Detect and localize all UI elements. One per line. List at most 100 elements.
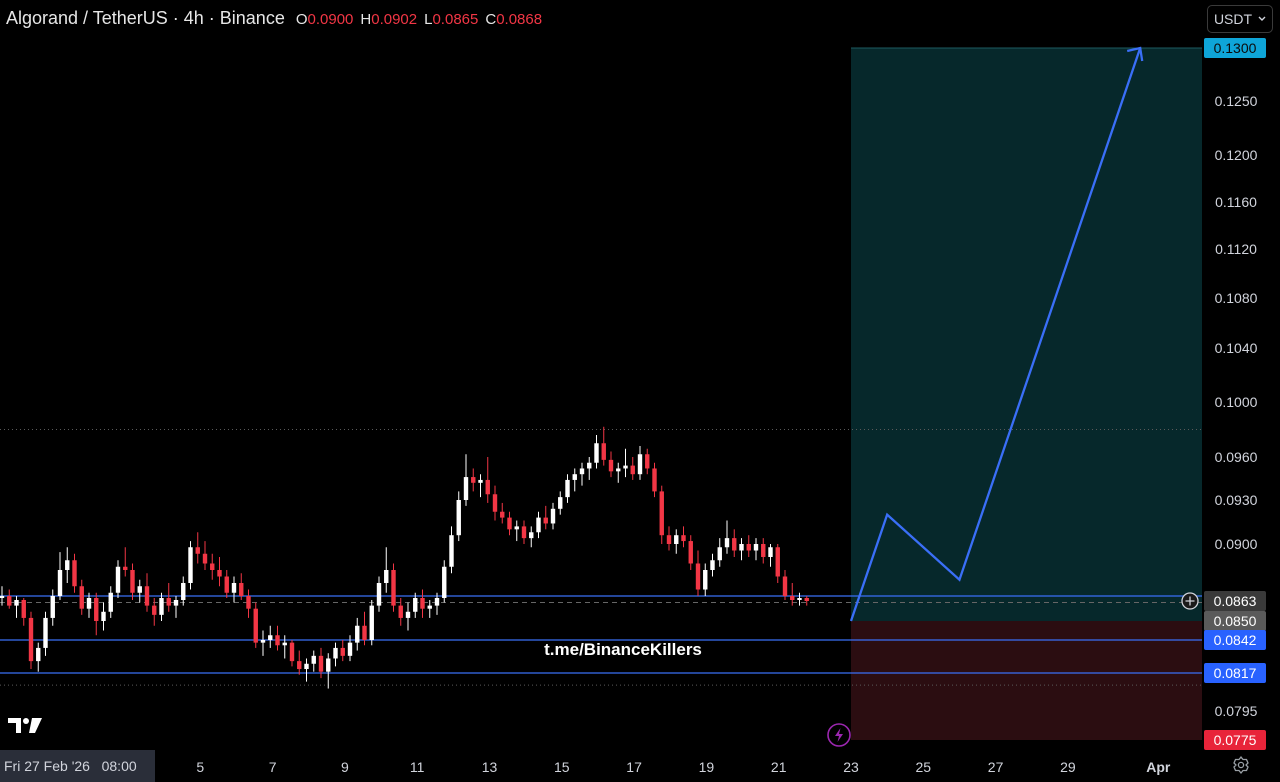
candle-body [630, 465, 635, 475]
candle-body [72, 560, 77, 587]
candle-body [289, 642, 295, 662]
candle-body [275, 635, 280, 646]
price-tag-text-level-1: 0.0842 [1214, 632, 1257, 648]
candle-body [659, 491, 664, 536]
candle-body [376, 583, 382, 606]
price-tag-target [1204, 38, 1266, 58]
candle-body [434, 598, 440, 606]
candle-body [94, 598, 99, 621]
candle-body [507, 517, 512, 530]
candle-body [652, 468, 657, 492]
add-alert-button[interactable] [1180, 591, 1200, 611]
candle-body [130, 570, 135, 593]
candle-body [471, 477, 476, 483]
ohlc-low-value: 0.0865 [432, 11, 479, 28]
candle-body [558, 497, 563, 509]
price-tag-text-level-2: 0.0817 [1214, 665, 1257, 681]
price-tick-label: 0.1000 [1215, 394, 1258, 410]
time-tick-label: 17 [626, 759, 642, 775]
candle-body [594, 443, 599, 463]
price-tick-label: 0.1160 [1215, 194, 1257, 210]
gear-icon[interactable] [1231, 755, 1251, 775]
candle-body [43, 617, 48, 648]
time-tick-label: 27 [988, 759, 1004, 775]
candle-body [391, 570, 396, 606]
ohlc-high-value: 0.0902 [371, 11, 418, 28]
candle-body [14, 600, 19, 606]
currency-dropdown[interactable]: USDT [1207, 5, 1273, 33]
candle-body [355, 625, 360, 643]
chevron-down-icon [1258, 16, 1266, 21]
candle-body [478, 479, 483, 483]
lightning-icon[interactable] [827, 723, 851, 747]
candle-body [761, 544, 766, 557]
candle-body [297, 661, 302, 670]
price-tick-label: 0.1120 [1215, 241, 1257, 257]
crosshair-date-label: Fri 27 Feb '26 08:00 [0, 750, 155, 782]
tradingview-logo-icon[interactable] [8, 716, 44, 736]
candle-body [268, 635, 273, 640]
candle-body [217, 570, 222, 577]
candle-body [282, 642, 287, 646]
loss-zone [851, 621, 1202, 740]
candle-body [587, 462, 592, 469]
candle-body [739, 544, 744, 551]
candle-body [746, 544, 751, 551]
candle-body [565, 479, 570, 498]
candle-body [7, 596, 12, 606]
candle-body [790, 596, 795, 600]
candle-body [492, 494, 498, 512]
time-tick-label: 23 [843, 759, 859, 775]
ohlc-close-label: C [485, 11, 497, 28]
symbol-header[interactable]: Algorand / TetherUS · 4h · Binance O 0.09… [6, 8, 548, 29]
time-tick-label: 19 [699, 759, 715, 775]
candle-body [413, 598, 418, 612]
time-tick-label: 21 [771, 759, 787, 775]
ohlc-close-value: 0.0868 [496, 11, 543, 28]
candle-body [108, 592, 113, 612]
price-tag-level-1 [1204, 630, 1266, 650]
price-tag-text-stop: 0.0775 [1214, 732, 1257, 748]
candle-body [688, 541, 693, 564]
candle-body [181, 583, 186, 600]
candle-body [159, 598, 164, 615]
price-tick-label: 0.1040 [1215, 340, 1258, 356]
candle-body [710, 560, 715, 570]
symbol-title[interactable]: Algorand / TetherUS · 4h · Binance [6, 8, 285, 28]
price-tag-stop [1204, 730, 1266, 750]
candle-body [144, 586, 150, 606]
candle-body [188, 547, 193, 583]
candle-body [616, 468, 621, 472]
candle-body [318, 655, 324, 672]
candle-body [202, 553, 208, 564]
candle-body [529, 532, 534, 539]
ohlc-low-label: L [424, 11, 433, 28]
candle-body [398, 605, 403, 618]
candle-body [50, 596, 55, 618]
candle-body [456, 500, 461, 536]
time-tick-label: 9 [341, 759, 349, 775]
candle-body [210, 563, 215, 570]
candle-body [36, 647, 41, 662]
price-tag-entry [1204, 611, 1266, 631]
candle-body [637, 454, 643, 475]
price-tick-label: 0.1250 [1215, 93, 1258, 109]
candle-body [775, 547, 780, 577]
candle-body [420, 598, 425, 609]
candle-body [572, 474, 577, 480]
candle-body [608, 459, 614, 472]
price-tick-label: 0.1200 [1215, 147, 1258, 163]
candle-body [543, 517, 548, 524]
candle-body [449, 535, 454, 567]
candle-body [550, 508, 556, 524]
candle-body [732, 538, 737, 551]
price-tag-level-2 [1204, 663, 1266, 683]
candle-body [369, 605, 374, 640]
price-tag-current [1204, 591, 1266, 611]
time-tick-label: 7 [269, 759, 277, 775]
candle-body [21, 600, 26, 618]
price-tick-label: 0.0930 [1215, 492, 1258, 508]
ohlc-high-label: H [360, 11, 372, 28]
candle-body [86, 598, 92, 609]
